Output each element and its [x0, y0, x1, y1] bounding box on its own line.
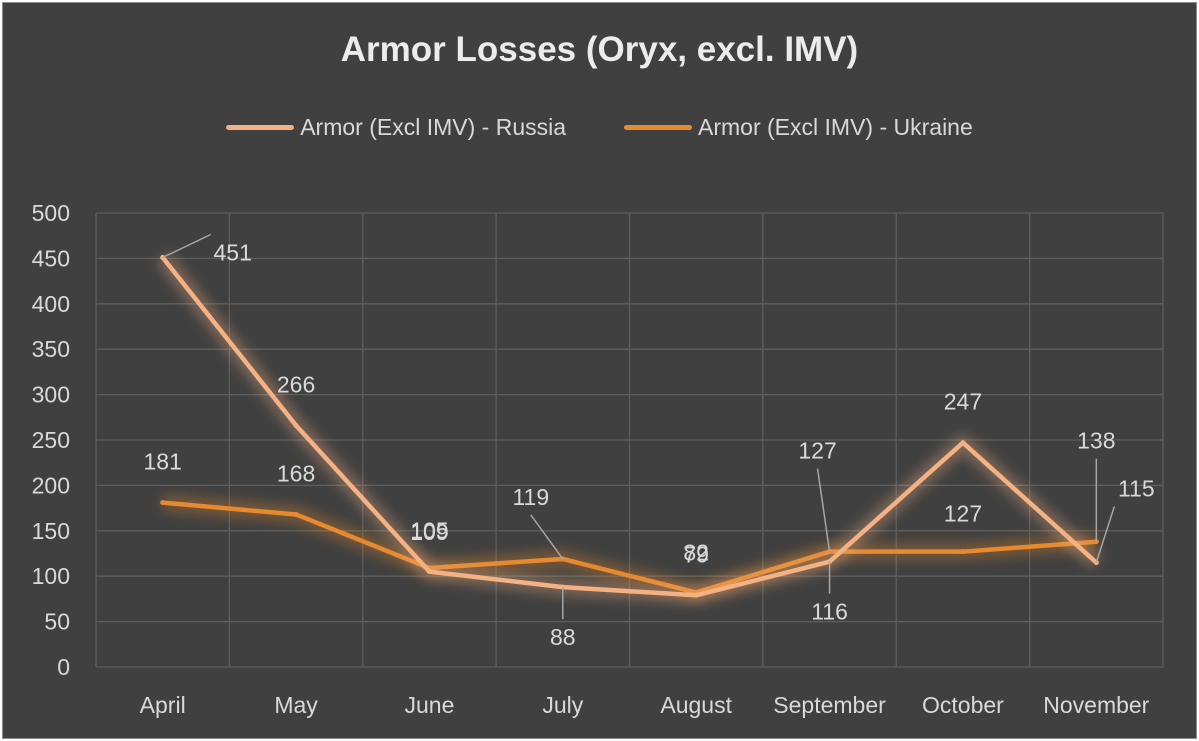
legend-item-ukraine: Armor (Excl IMV) - Ukraine [624, 114, 973, 141]
y-tick-label: 300 [32, 382, 70, 408]
x-tick-label: April [140, 692, 186, 718]
data-label-ukraine: 127 [944, 501, 982, 527]
y-tick-label: 150 [32, 518, 70, 544]
data-label-ukraine: 138 [1077, 428, 1115, 454]
data-label-ukraine: 181 [144, 449, 182, 475]
x-tick-label: October [922, 692, 1004, 718]
y-tick-label: 0 [57, 654, 70, 680]
legend-item-russia: Armor (Excl IMV) - Russia [226, 114, 566, 141]
y-tick-label: 500 [32, 200, 70, 226]
data-label-ukraine: 109 [410, 519, 448, 545]
data-label-ukraine: 127 [798, 438, 836, 464]
x-tick-label: November [1043, 692, 1149, 718]
data-label-russia: 266 [277, 371, 315, 397]
y-tick-label: 450 [32, 245, 70, 271]
data-point-russia [293, 422, 299, 428]
data-label-russia: 79 [683, 541, 709, 567]
x-tick-label: June [405, 692, 455, 718]
data-label-russia: 451 [214, 239, 252, 265]
data-point-ukraine [293, 511, 299, 517]
x-tick-label: May [274, 692, 318, 718]
data-label-ukraine: 82 [683, 540, 709, 566]
y-tick-label: 100 [32, 563, 70, 589]
data-point-ukraine [160, 500, 166, 506]
y-tick-label: 350 [32, 336, 70, 362]
legend-label-ukraine: Armor (Excl IMV) - Ukraine [698, 114, 973, 140]
legend-label-russia: Armor (Excl IMV) - Russia [300, 114, 567, 140]
chart-title: Armor Losses (Oryx, excl. IMV) [340, 30, 859, 69]
series-line-russia [160, 255, 1099, 598]
data-label-leader [162, 233, 212, 259]
y-tick-label: 250 [32, 427, 70, 453]
legend: Armor (Excl IMV) - Russia Armor (Excl IM… [0, 114, 1199, 141]
series-line-ukraine [160, 500, 1099, 595]
y-tick-label: 50 [44, 609, 70, 635]
data-label-ukraine: 119 [512, 484, 549, 510]
data-point-russia [693, 592, 699, 598]
data-label-leader [1095, 506, 1116, 563]
data-label-russia: 88 [550, 624, 576, 650]
data-point-russia [426, 569, 432, 575]
x-tick-label: July [542, 692, 583, 718]
x-tick-label: August [660, 692, 732, 718]
data-label-leader [530, 514, 564, 560]
data-label-russia: 105 [410, 518, 448, 544]
y-tick-label: 400 [32, 291, 70, 317]
data-label-russia: 247 [944, 389, 982, 415]
legend-swatch-ukraine [624, 125, 693, 130]
data-point-ukraine [960, 549, 966, 555]
data-point-russia [960, 440, 966, 446]
data-label-ukraine: 168 [277, 460, 315, 486]
x-tick-label: September [773, 692, 886, 718]
data-label-russia: 116 [811, 599, 848, 625]
legend-swatch-russia [226, 125, 295, 130]
data-label-leader [816, 468, 831, 552]
data-label-russia: 115 [1118, 476, 1155, 502]
y-tick-label: 200 [32, 472, 70, 498]
